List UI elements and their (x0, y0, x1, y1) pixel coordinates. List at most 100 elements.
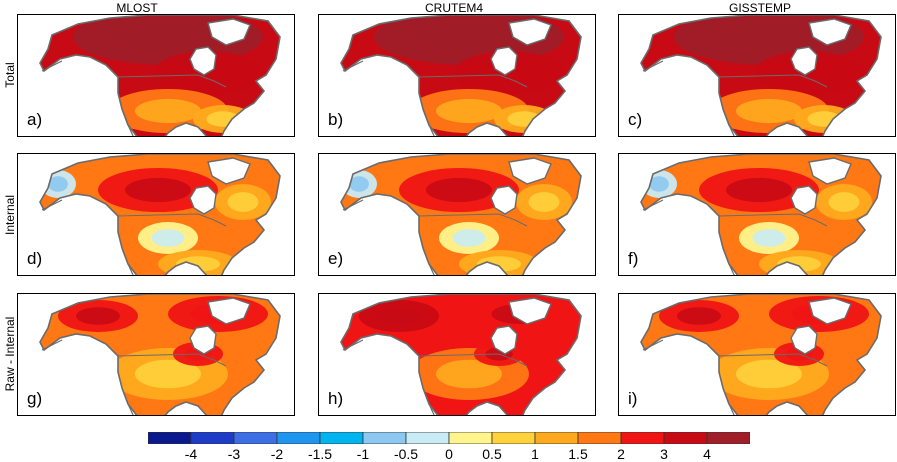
anomaly-core (507, 111, 541, 127)
colorbar-swatch (319, 432, 364, 444)
hudson-bay (790, 46, 818, 76)
colorbar-swatch (534, 432, 579, 444)
national-border (117, 353, 227, 367)
national-border (418, 213, 528, 227)
colorbar-tick-label: -2 (270, 446, 284, 462)
coastline (39, 15, 281, 136)
anomaly-core (115, 21, 221, 53)
map-a (39, 15, 281, 136)
map-c (640, 15, 882, 136)
map-g (39, 294, 281, 415)
anomaly-core (426, 177, 492, 203)
anomaly-core (736, 359, 802, 389)
colorbar-tick-label: 4 (703, 446, 711, 462)
anomaly-core (677, 307, 721, 325)
coastline (39, 154, 281, 275)
anomaly-core (125, 177, 191, 203)
colorbar-swatch (448, 432, 493, 444)
shoreline (41, 60, 134, 136)
colorbar-tick-label: -1 (356, 446, 370, 462)
panel-letter-d: d) (27, 249, 43, 268)
arctic-islands (808, 297, 852, 325)
anomaly-core (349, 176, 369, 192)
arctic-islands (207, 18, 251, 46)
arctic-islands (808, 18, 852, 46)
colorbar-swatch (577, 432, 622, 444)
anomaly-core (48, 176, 68, 192)
anomaly-core (752, 229, 786, 247)
arctic-islands (207, 297, 251, 325)
anomaly-core (436, 359, 502, 389)
panel-letter-h: h) (328, 389, 344, 408)
arctic-islands (808, 157, 852, 185)
anomaly-core (436, 98, 502, 124)
panel-letter-e: e) (328, 249, 344, 268)
anomaly-core (716, 21, 822, 53)
panel-letter-b: b) (328, 110, 344, 129)
national-border (418, 353, 528, 367)
panel-i: i) (618, 293, 896, 416)
column-title-crutem4: CRUTEM4 (424, 1, 483, 15)
colorbar-tick-label: 2 (617, 446, 625, 462)
panel-a: a) (17, 14, 295, 137)
hudson-bay (490, 46, 518, 76)
colorbar-swatch (362, 432, 407, 444)
colorbar-swatch (405, 432, 450, 444)
anomaly-core (377, 307, 421, 325)
colorbar-tick-label: -4 (184, 446, 198, 462)
anomaly-core (206, 111, 240, 127)
national-border (418, 74, 528, 88)
map-f (640, 154, 882, 275)
shoreline (342, 339, 435, 415)
national-border (718, 353, 828, 367)
national-border (117, 213, 227, 227)
hudson-bay (189, 325, 217, 355)
colorbar-swatch (706, 432, 750, 444)
panel-letter-i: i) (628, 389, 638, 408)
colorbar-tick-label: 1 (531, 446, 539, 462)
anomaly-core (416, 21, 522, 53)
panel-b: b) (318, 14, 596, 137)
anomaly-core (227, 192, 259, 212)
shoreline (41, 199, 134, 275)
shoreline (342, 60, 435, 136)
hudson-bay (790, 325, 818, 355)
coastline (340, 294, 582, 415)
panel-letter-c: c) (628, 110, 643, 129)
column-title-mlost: MLOST (116, 1, 158, 15)
map-b (340, 15, 582, 136)
panel-d: d) (17, 153, 295, 276)
shoreline (642, 339, 735, 415)
hudson-bay (189, 185, 217, 215)
colorbar-swatch (148, 432, 192, 444)
panel-f: f) (618, 153, 896, 276)
anomaly-core (828, 192, 860, 212)
coastline (39, 294, 281, 415)
coastline (640, 294, 882, 415)
anomaly-core (135, 98, 201, 124)
arctic-islands (508, 157, 552, 185)
panel-c: c) (618, 14, 896, 137)
colorbar-swatch (276, 432, 321, 444)
national-border (718, 213, 828, 227)
colorbar-swatch (620, 432, 665, 444)
row-label-total: Total (3, 62, 17, 88)
hudson-bay (490, 185, 518, 215)
map-e (340, 154, 582, 275)
anomaly-core (807, 111, 841, 127)
panel-g: g) (17, 293, 295, 416)
colorbar-swatch (663, 432, 708, 444)
arctic-islands (207, 157, 251, 185)
anomaly-core (452, 229, 486, 247)
map-d (39, 154, 281, 275)
panel-e: e) (318, 153, 596, 276)
map-h (340, 294, 582, 415)
shoreline (342, 199, 435, 275)
anomaly-core (135, 359, 201, 389)
national-border (718, 74, 828, 88)
map-i (640, 294, 882, 415)
anomaly-core (736, 98, 802, 124)
anomaly-core (528, 192, 560, 212)
anomaly-core (151, 229, 185, 247)
